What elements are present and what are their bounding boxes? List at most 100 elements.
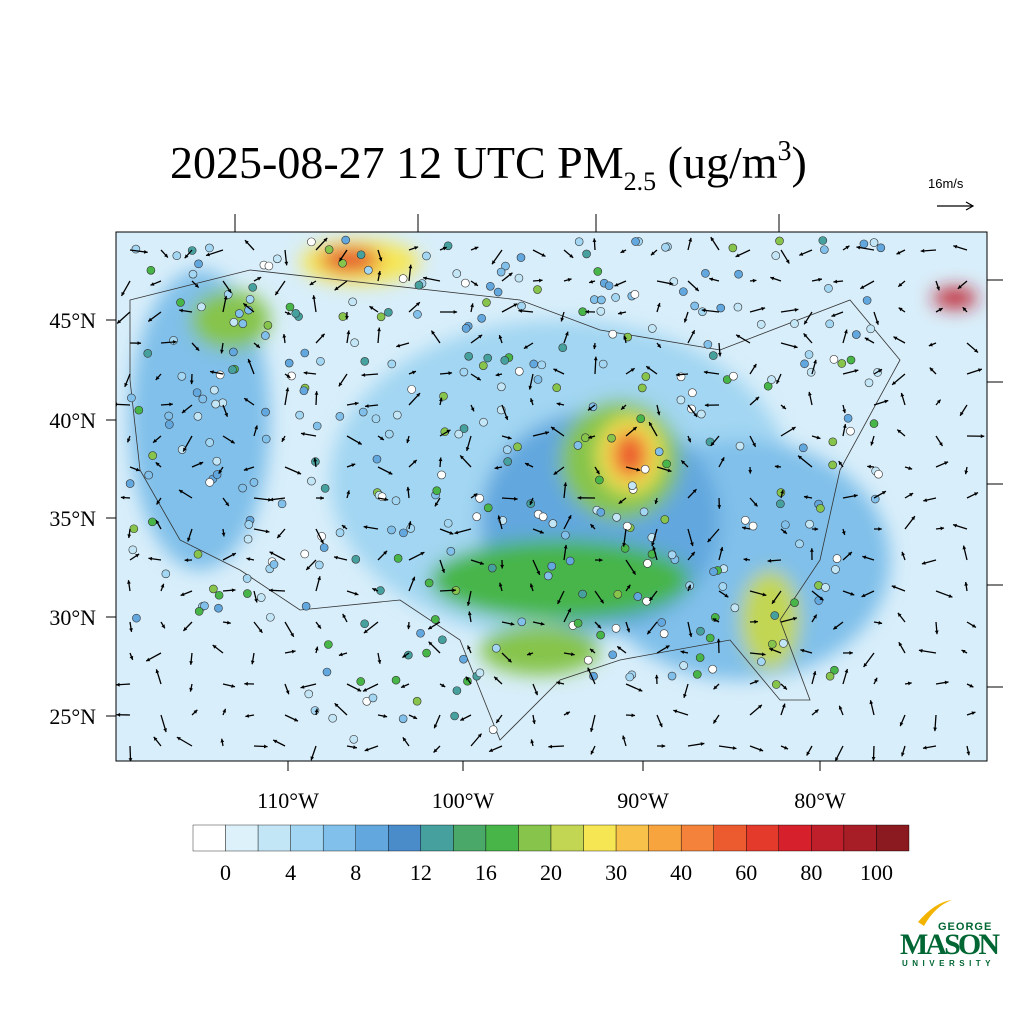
- station: [304, 689, 314, 699]
- station: [264, 261, 274, 271]
- wind-arrowhead: [798, 455, 802, 460]
- wind-arrowhead: [940, 526, 945, 531]
- wind-arrowhead: [869, 700, 874, 705]
- wind-arrowhead: [661, 744, 666, 748]
- station: [641, 372, 651, 381]
- wind-arrowhead: [495, 372, 500, 377]
- wind-arrowhead: [254, 425, 258, 430]
- wind-arrowhead: [909, 493, 914, 497]
- wind-arrowhead: [342, 613, 347, 618]
- station: [612, 512, 621, 522]
- wind-arrowhead: [155, 376, 160, 380]
- wind-arrowhead: [210, 370, 214, 375]
- wind-arrowhead: [297, 470, 302, 475]
- wind-arrowhead: [599, 558, 603, 562]
- wind-arrowhead: [150, 282, 155, 286]
- wind-arrowhead: [654, 674, 659, 679]
- wind-arrowhead: [294, 717, 299, 722]
- wind-arrowhead: [269, 497, 274, 502]
- station: [828, 460, 837, 470]
- wind-arrowhead: [346, 490, 351, 495]
- station: [413, 310, 422, 319]
- wind-arrowhead: [153, 736, 158, 741]
- title: 2025-08-27 12 UTC PM2.5 (ug/m3): [170, 136, 807, 196]
- wind-arrowhead: [964, 470, 969, 475]
- wind-arrowhead: [896, 250, 901, 255]
- station: [146, 265, 156, 275]
- wind-arrowhead: [129, 628, 133, 632]
- station: [335, 412, 345, 421]
- wind-arrowhead: [411, 576, 416, 581]
- station: [595, 475, 604, 485]
- wind-arrowhead: [803, 333, 808, 338]
- station: [862, 296, 872, 305]
- wind-arrowhead: [814, 527, 819, 531]
- wind-arrowhead: [334, 286, 339, 291]
- wind-arrowhead: [667, 468, 672, 473]
- wind-arrowhead: [258, 628, 263, 633]
- station: [667, 550, 677, 560]
- wind-arrowhead: [618, 311, 622, 315]
- wind-arrowhead: [809, 548, 814, 552]
- station: [718, 582, 728, 591]
- station: [477, 313, 486, 323]
- wind-arrowhead: [783, 685, 787, 690]
- wind-arrowhead: [523, 345, 528, 349]
- station: [128, 545, 138, 555]
- wind-arrowhead: [314, 708, 319, 713]
- wind-arrowhead: [878, 369, 883, 373]
- station: [238, 483, 247, 493]
- wind-arrowhead: [442, 246, 447, 251]
- station: [768, 639, 777, 649]
- wind-arrowhead: [683, 318, 688, 323]
- coastline: [129, 269, 901, 741]
- wind-arrowhead: [428, 625, 433, 630]
- station: [407, 385, 416, 394]
- wind-arrowhead: [971, 711, 976, 716]
- station: [596, 507, 606, 517]
- station: [608, 650, 618, 660]
- wind-arrowhead: [453, 310, 458, 314]
- station: [144, 470, 153, 480]
- wind-arrowhead: [383, 714, 388, 718]
- wind-arrowhead: [618, 499, 623, 504]
- wind-arrowhead: [793, 616, 797, 621]
- wind-arrowhead: [862, 555, 867, 560]
- wind-arrowhead: [156, 520, 160, 525]
- station: [211, 399, 220, 409]
- station: [870, 494, 880, 504]
- wind-arrowhead: [971, 623, 976, 628]
- wind-arrowhead: [477, 733, 482, 738]
- wind-arrowhead: [960, 411, 964, 416]
- station: [214, 590, 224, 600]
- wind-arrowhead: [962, 545, 967, 550]
- colorbar-box: [420, 824, 454, 852]
- wind-arrowhead: [813, 359, 817, 364]
- wind-arrowhead: [693, 412, 698, 417]
- wind-arrowhead: [434, 502, 439, 507]
- station: [243, 534, 253, 544]
- station: [561, 530, 570, 540]
- station: [335, 528, 345, 538]
- lat-label: 30°N: [49, 605, 96, 630]
- wind-arrowhead: [532, 720, 536, 725]
- wind-arrowhead: [148, 317, 153, 322]
- station: [642, 596, 651, 606]
- wind-arrowhead: [116, 682, 120, 687]
- colorbar-box: [778, 824, 812, 852]
- wind-arrowhead: [285, 387, 290, 392]
- station: [501, 261, 510, 271]
- wind-arrowhead: [707, 538, 712, 543]
- station: [148, 517, 157, 527]
- wind-arrowhead: [494, 676, 499, 681]
- station: [795, 539, 804, 549]
- station: [479, 361, 488, 370]
- wind-arrowhead: [275, 291, 279, 296]
- wind-arrowhead: [384, 497, 389, 502]
- station: [708, 664, 717, 674]
- station: [679, 287, 688, 296]
- wind-arrowhead: [710, 237, 715, 242]
- station: [229, 317, 239, 327]
- station: [301, 601, 311, 611]
- wind-arrowhead: [974, 348, 979, 353]
